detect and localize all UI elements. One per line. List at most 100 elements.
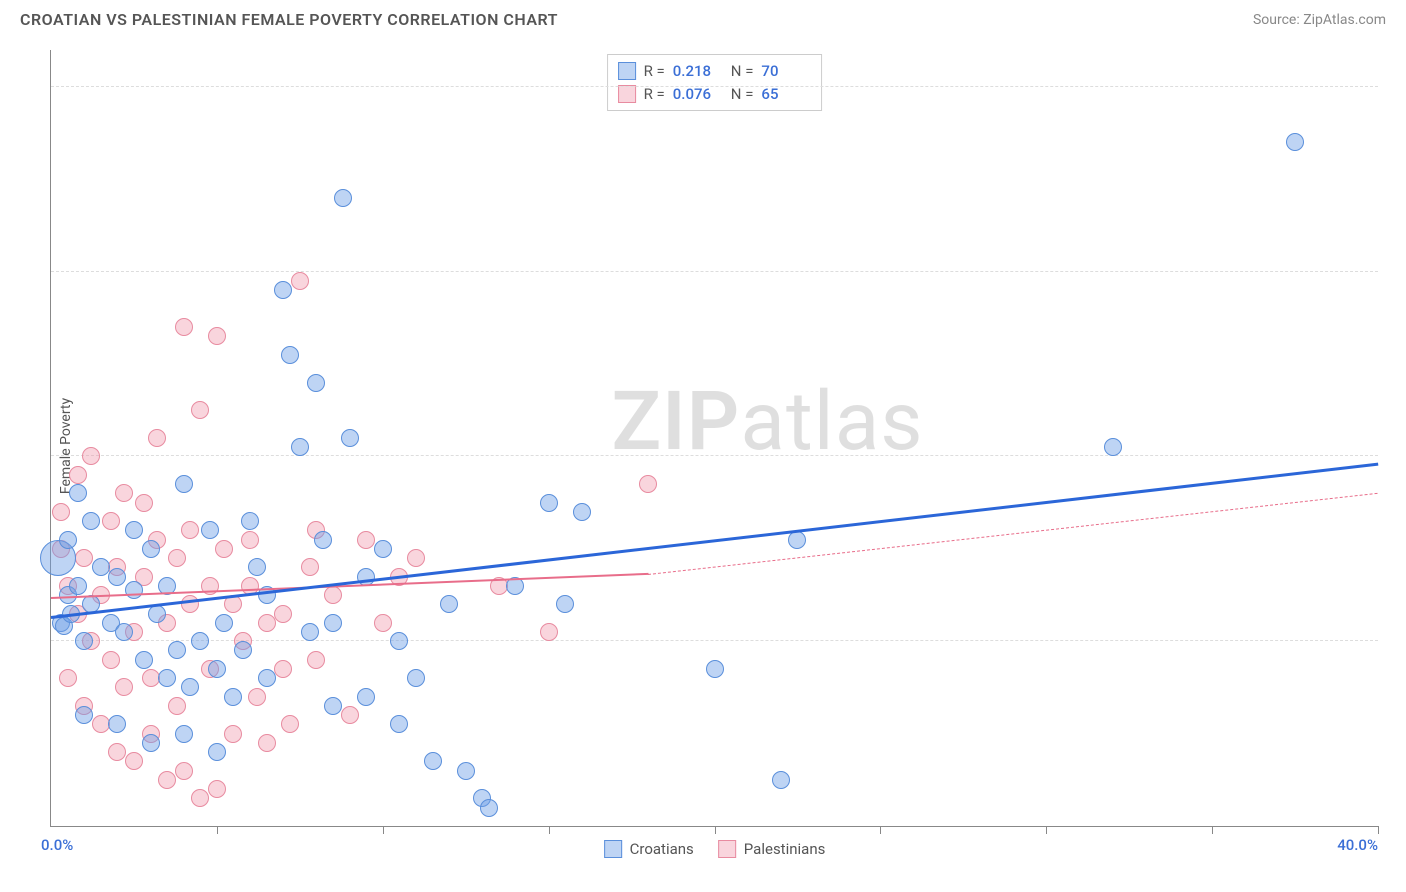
- data-point: [175, 475, 193, 493]
- data-point: [175, 762, 193, 780]
- data-point: [480, 799, 498, 817]
- data-point: [115, 623, 133, 641]
- data-point: [258, 614, 276, 632]
- data-point: [168, 697, 186, 715]
- x-tick: [1046, 826, 1047, 834]
- data-point: [125, 521, 143, 539]
- x-tick: [217, 826, 218, 834]
- data-point: [248, 688, 266, 706]
- data-point: [158, 669, 176, 687]
- data-point: [181, 595, 199, 613]
- data-point: [142, 540, 160, 558]
- data-point: [191, 789, 209, 807]
- data-point: [125, 752, 143, 770]
- scatter-chart: ZIPatlas R = 0.218 N = 70 R = 0.076 N = …: [50, 50, 1378, 827]
- data-point: [457, 762, 475, 780]
- data-point: [281, 346, 299, 364]
- data-point: [374, 540, 392, 558]
- data-point: [258, 669, 276, 687]
- data-point: [357, 531, 375, 549]
- data-point: [274, 605, 292, 623]
- data-point: [75, 549, 93, 567]
- data-point: [175, 725, 193, 743]
- data-point: [374, 614, 392, 632]
- legend-stats-row: R = 0.218 N = 70: [618, 60, 812, 83]
- data-point: [191, 401, 209, 419]
- data-point: [301, 558, 319, 576]
- data-point: [357, 688, 375, 706]
- data-point: [274, 281, 292, 299]
- legend-swatch-palestinians: [618, 85, 636, 103]
- data-point: [142, 734, 160, 752]
- data-point: [201, 521, 219, 539]
- data-point: [215, 614, 233, 632]
- data-point: [208, 743, 226, 761]
- data-point: [142, 669, 160, 687]
- data-point: [92, 715, 110, 733]
- data-point: [258, 734, 276, 752]
- data-point: [241, 531, 259, 549]
- data-point: [224, 688, 242, 706]
- data-point: [59, 669, 77, 687]
- legend-swatch-croatians: [618, 62, 636, 80]
- data-point: [82, 512, 100, 530]
- data-point: [148, 429, 166, 447]
- data-point: [407, 549, 425, 567]
- data-point: [281, 715, 299, 733]
- data-point: [390, 632, 408, 650]
- data-point: [135, 651, 153, 669]
- data-point: [181, 678, 199, 696]
- data-point: [341, 706, 359, 724]
- data-point: [314, 531, 332, 549]
- data-point: [115, 678, 133, 696]
- legend-series: Croatians Palestinians: [604, 840, 826, 858]
- data-point: [108, 715, 126, 733]
- data-point: [102, 651, 120, 669]
- data-point: [75, 706, 93, 724]
- data-point: [168, 549, 186, 567]
- data-point: [639, 475, 657, 493]
- data-point: [59, 531, 77, 549]
- data-point: [241, 512, 259, 530]
- x-axis-min-label: 0.0%: [41, 836, 73, 854]
- data-point: [291, 272, 309, 290]
- x-axis-max-label: 40.0%: [1337, 836, 1378, 854]
- data-point: [69, 484, 87, 502]
- data-point: [69, 577, 87, 595]
- chart-title: CROATIAN VS PALESTINIAN FEMALE POVERTY C…: [20, 10, 558, 29]
- data-point: [82, 447, 100, 465]
- data-point: [208, 780, 226, 798]
- data-point: [52, 503, 70, 521]
- data-point: [706, 660, 724, 678]
- data-point: [324, 697, 342, 715]
- data-point: [234, 641, 252, 659]
- data-point: [390, 715, 408, 733]
- data-point: [334, 189, 352, 207]
- data-point: [224, 725, 242, 743]
- gridline: [51, 271, 1378, 272]
- data-point: [108, 568, 126, 586]
- data-point: [1286, 133, 1304, 151]
- source-label: Source: ZipAtlas.com: [1253, 12, 1386, 28]
- data-point: [248, 558, 266, 576]
- data-point: [424, 752, 442, 770]
- x-tick: [549, 826, 550, 834]
- legend-item-palestinians: Palestinians: [718, 840, 826, 858]
- legend-swatch-croatians: [604, 840, 622, 858]
- data-point: [301, 623, 319, 641]
- legend-item-croatians: Croatians: [604, 840, 694, 858]
- x-tick: [1212, 826, 1213, 834]
- data-point: [1104, 438, 1122, 456]
- x-tick: [1378, 826, 1379, 834]
- data-point: [115, 484, 133, 502]
- chart-header: CROATIAN VS PALESTINIAN FEMALE POVERTY C…: [0, 0, 1406, 37]
- data-point: [208, 327, 226, 345]
- data-point: [573, 503, 591, 521]
- data-point: [108, 743, 126, 761]
- data-point: [158, 771, 176, 789]
- data-point: [440, 595, 458, 613]
- data-point: [102, 512, 120, 530]
- data-point: [75, 632, 93, 650]
- data-point: [191, 632, 209, 650]
- x-tick: [715, 826, 716, 834]
